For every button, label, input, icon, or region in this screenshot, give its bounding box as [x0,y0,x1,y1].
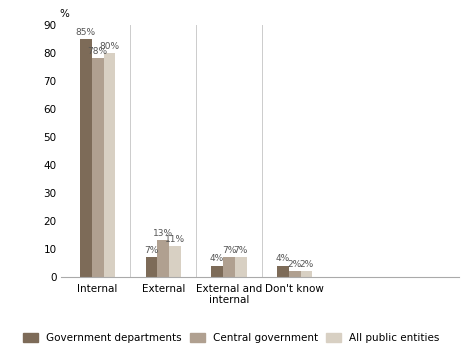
Bar [92,59,104,277]
Text: 2%: 2% [299,260,314,269]
Bar [104,53,115,277]
Legend: Government departments, Central government, All public entities: Government departments, Central governme… [19,329,444,347]
Text: 85%: 85% [76,28,96,37]
Text: 4%: 4% [276,255,290,263]
Bar [235,257,247,277]
Bar [211,266,223,277]
Text: 7%: 7% [234,246,248,255]
Text: 11%: 11% [165,235,185,244]
Bar [277,266,289,277]
Text: %: % [60,9,70,19]
Text: 78%: 78% [88,47,108,56]
Bar [80,39,92,277]
Text: 7%: 7% [144,246,158,255]
Bar [158,240,169,277]
Text: 7%: 7% [222,246,236,255]
Bar [146,257,158,277]
Text: 2%: 2% [288,260,302,269]
Text: 80%: 80% [99,42,120,51]
Bar [169,246,181,277]
Text: 13%: 13% [153,229,173,238]
Bar [289,271,300,277]
Bar [300,271,312,277]
Text: 4%: 4% [210,255,224,263]
Bar [223,257,235,277]
